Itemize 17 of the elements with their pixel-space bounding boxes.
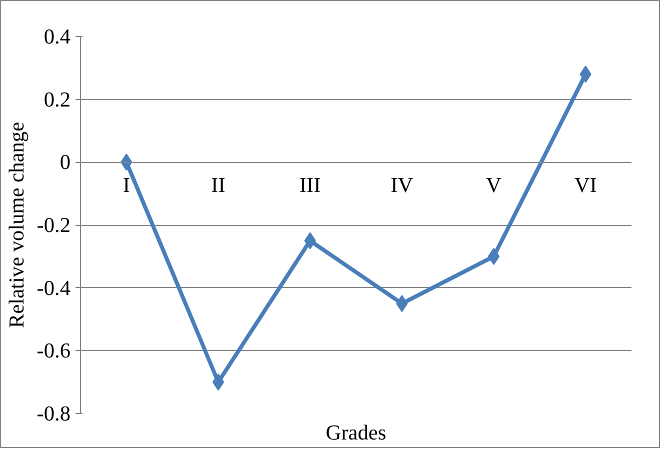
- x-axis-title: Grades: [326, 420, 386, 444]
- x-tick-label: III: [299, 173, 321, 198]
- point: [212, 374, 224, 391]
- y-tick-label: 0: [60, 150, 71, 174]
- y-tick-label: -0.2: [36, 213, 71, 237]
- x-tick-label: VI: [574, 173, 597, 198]
- x-tick-label: I: [122, 173, 130, 198]
- point: [488, 248, 500, 265]
- x-tick-label: IV: [390, 173, 414, 198]
- y-tick-label: -0.4: [36, 276, 71, 300]
- y-axis-title: Relative volume change: [4, 122, 29, 328]
- y-tick-label: 0.2: [44, 87, 71, 112]
- x-tick-label: II: [211, 173, 226, 198]
- y-tick-label: 0.4: [44, 24, 71, 48]
- y-tick-label: -0.6: [36, 338, 71, 363]
- x-tick-label: V: [486, 173, 502, 198]
- y-tick-label: -0.8: [36, 402, 71, 426]
